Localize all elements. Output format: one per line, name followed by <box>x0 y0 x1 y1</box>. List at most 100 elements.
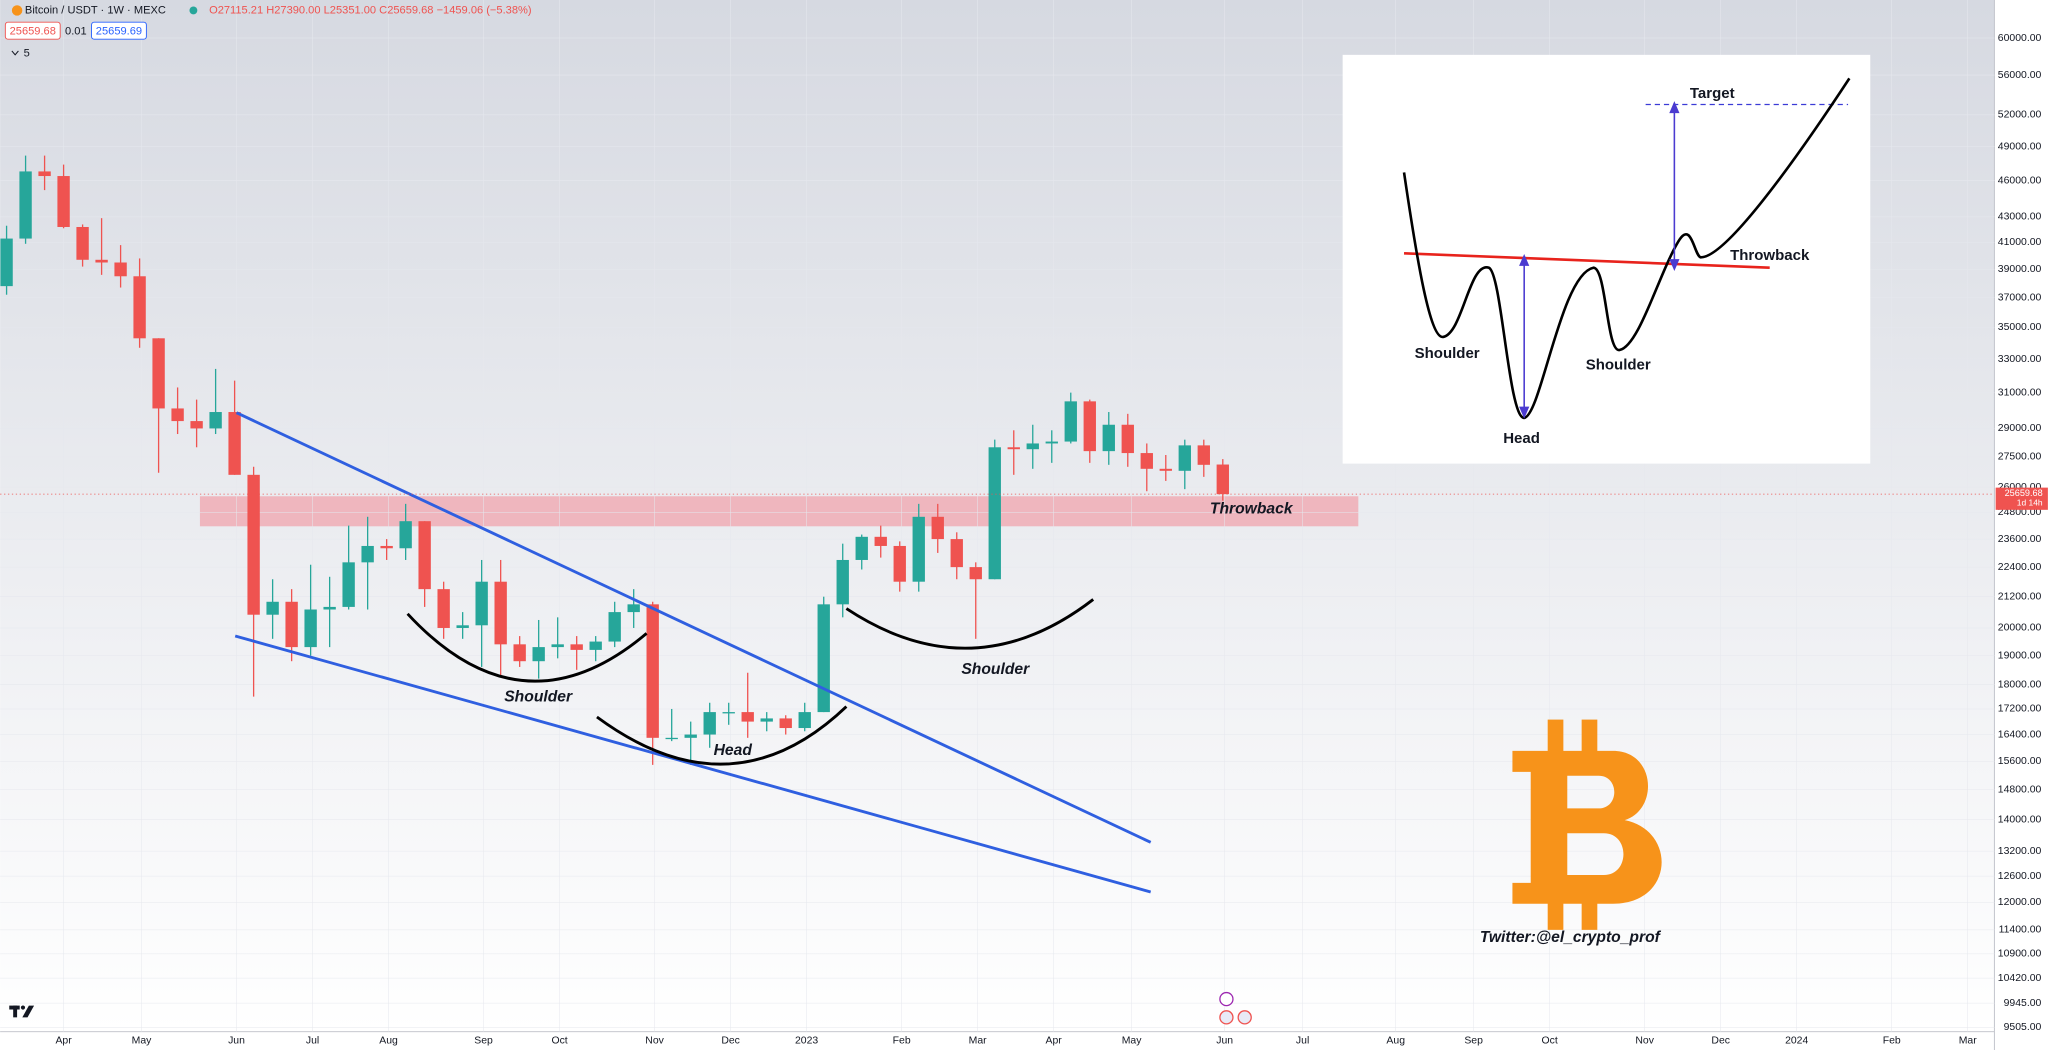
y-tick-label: 29000.00 <box>1998 423 2042 434</box>
candle-body <box>893 545 906 582</box>
candle-body <box>437 589 450 628</box>
candle-body <box>665 737 678 740</box>
x-tick-label: Apr <box>1046 1036 1063 1047</box>
x-tick-label: 2023 <box>795 1036 818 1047</box>
candle-body <box>285 601 298 648</box>
ohlc-high: H27390.00 <box>266 4 320 16</box>
ohlc-close: C25659.68 <box>379 4 433 16</box>
y-tick-label: 33000.00 <box>1998 354 2042 365</box>
bitcoin-logo <box>1512 719 1662 930</box>
x-tick-label: Feb <box>1883 1036 1901 1047</box>
x-tick-label: Oct <box>1542 1036 1558 1047</box>
x-tick-label: 2024 <box>1785 1036 1808 1047</box>
y-tick-label: 24800.00 <box>1998 507 2042 518</box>
status-dot <box>189 6 198 15</box>
y-tick-label: 52000.00 <box>1998 110 2042 121</box>
candle-body <box>266 601 279 615</box>
inset-diagram: Target Throwback Shoulder Shoulder Head <box>1342 54 1871 464</box>
tv-logo <box>9 1005 35 1018</box>
pattern-arc <box>406 612 648 683</box>
candle-body <box>855 536 868 560</box>
buy-box[interactable] <box>91 21 147 40</box>
inset-label: Shoulder <box>1415 345 1480 362</box>
candle-body <box>456 625 469 628</box>
candle-body <box>171 408 184 422</box>
candle-body <box>1140 453 1153 469</box>
x-tick-label: Jun <box>1216 1036 1233 1047</box>
inset-panel <box>1342 54 1871 464</box>
y-tick-label: 49000.00 <box>1998 142 2042 153</box>
y-tick-label: 18000.00 <box>1998 679 2042 690</box>
y-tick-label: 17200.00 <box>1998 704 2042 715</box>
x-tick-label: Oct <box>551 1036 567 1047</box>
candles <box>0 155 1229 765</box>
event-icons[interactable] <box>1219 991 1252 1025</box>
candle-body <box>209 412 222 429</box>
candle-body <box>988 447 1001 580</box>
y-tick-label: 14000.00 <box>1998 814 2042 825</box>
x-tick-label: Nov <box>645 1036 664 1047</box>
candle-body <box>874 536 887 546</box>
y-tick-label: 12000.00 <box>1998 897 2042 908</box>
candle-body <box>1026 443 1039 450</box>
symbol: Bitcoin / USDT · 1W · MEXC <box>25 4 166 16</box>
sell-box[interactable] <box>4 21 61 40</box>
y-tick-label: 35000.00 <box>1998 322 2042 333</box>
candle-body <box>1197 445 1210 465</box>
x-tick-label: Sep <box>1464 1036 1483 1047</box>
y-tick-label: 13200.00 <box>1998 846 2042 857</box>
inset-label: Head <box>1503 430 1540 447</box>
x-tick-label: May <box>132 1036 152 1047</box>
candle-body <box>1159 468 1172 471</box>
candle-body <box>1007 447 1020 450</box>
annotation: Throwback <box>1210 500 1294 517</box>
candle-body <box>931 516 944 540</box>
neckline <box>1403 252 1770 270</box>
y-tick-label: 60000.00 <box>1998 33 2042 44</box>
candle-body <box>361 545 374 563</box>
pattern-arc <box>845 598 1095 650</box>
measure-arrow <box>1519 101 1680 419</box>
candle-body <box>38 171 51 177</box>
inset-label: Target <box>1690 85 1735 102</box>
y-tick-label: 12600.00 <box>1998 871 2042 882</box>
candle-body <box>0 238 13 287</box>
y-tick-label: 39000.00 <box>1998 264 2042 275</box>
ask[interactable]: 25659.69 <box>96 25 142 37</box>
price-path <box>1402 77 1851 420</box>
candle-body <box>570 644 583 650</box>
y-tick-label: 15600.00 <box>1998 756 2042 767</box>
x-tick-label: Mar <box>969 1036 987 1047</box>
annotation: Twitter:@el_crypto_prof <box>1480 929 1662 946</box>
candle-body <box>646 604 659 738</box>
candle-body <box>513 644 526 662</box>
candle-body <box>589 641 602 650</box>
y-tick-label: 27500.00 <box>1998 452 2042 463</box>
ohlc-low: L25351.00 <box>324 4 376 16</box>
price-axis <box>1994 0 2048 1050</box>
candle-body <box>57 176 70 227</box>
y-tick-label: 46000.00 <box>1998 175 2042 186</box>
y-tick-label: 16400.00 <box>1998 729 2042 740</box>
candle-body <box>817 604 830 713</box>
x-tick-label: Dec <box>1711 1036 1730 1047</box>
resistance-zone <box>199 496 1359 527</box>
y-tick-label: 10420.00 <box>1998 973 2042 984</box>
trend-line <box>235 411 1152 844</box>
x-tick-label: Nov <box>1635 1036 1654 1047</box>
candle-body <box>722 712 735 714</box>
chevron[interactable] <box>11 50 19 56</box>
bid[interactable]: 25659.68 <box>10 25 56 37</box>
candle-body <box>1178 445 1191 471</box>
candle-body <box>152 338 165 409</box>
y-tick-label: 41000.00 <box>1998 237 2042 248</box>
trend-line <box>234 634 1152 894</box>
candle-body <box>950 539 963 568</box>
candle-body <box>1216 464 1229 495</box>
x-tick-label: Aug <box>1386 1036 1405 1047</box>
annotation: Shoulder <box>961 661 1030 678</box>
indicators-toggle[interactable]: 5 <box>24 47 30 59</box>
x-tick-label: Mar <box>1959 1036 1977 1047</box>
x-tick-label: Dec <box>721 1036 740 1047</box>
